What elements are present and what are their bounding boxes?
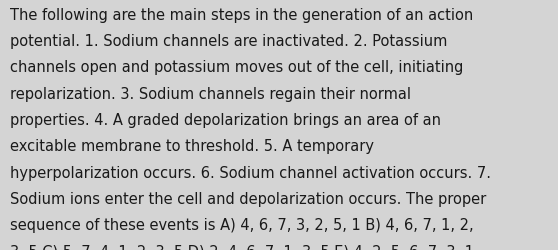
Text: sequence of these events is A) 4, 6, 7, 3, 2, 5, 1 B) 4, 6, 7, 1, 2,: sequence of these events is A) 4, 6, 7, … <box>10 218 474 232</box>
Text: properties. 4. A graded depolarization brings an area of an: properties. 4. A graded depolarization b… <box>10 112 441 128</box>
Text: The following are the main steps in the generation of an action: The following are the main steps in the … <box>10 8 473 22</box>
Text: excitable membrane to threshold. 5. A temporary: excitable membrane to threshold. 5. A te… <box>10 139 374 154</box>
Text: channels open and potassium moves out of the cell, initiating: channels open and potassium moves out of… <box>10 60 463 75</box>
Text: 3, 5 C) 5, 7, 4, 1, 2, 3, 5 D) 2, 4, 6, 7, 1, 3, 5 E) 4, 2, 5, 6, 7, 3, 1: 3, 5 C) 5, 7, 4, 1, 2, 3, 5 D) 2, 4, 6, … <box>10 244 474 250</box>
Text: Sodium ions enter the cell and depolarization occurs. The proper: Sodium ions enter the cell and depolariz… <box>10 191 486 206</box>
Text: repolarization. 3. Sodium channels regain their normal: repolarization. 3. Sodium channels regai… <box>10 86 411 101</box>
Text: hyperpolarization occurs. 6. Sodium channel activation occurs. 7.: hyperpolarization occurs. 6. Sodium chan… <box>10 165 491 180</box>
Text: potential. 1. Sodium channels are inactivated. 2. Potassium: potential. 1. Sodium channels are inacti… <box>10 34 448 49</box>
